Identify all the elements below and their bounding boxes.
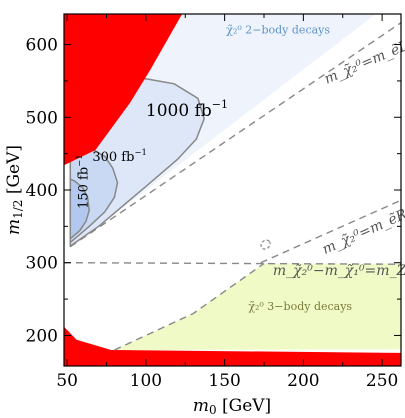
x-tick-label: 250 <box>366 371 398 391</box>
y-tick-label: 500 <box>26 108 58 128</box>
region-label-two-body: χ̃₂⁰ 2−body decays <box>226 24 330 37</box>
contour-label-1000: 1000 fb−1 <box>146 98 228 121</box>
line-selectron-left <box>69 22 401 248</box>
y-tick-label: 400 <box>26 181 58 201</box>
line-selectron-right-label: m_χ̃₂⁰=m_ẽR <box>320 206 405 258</box>
contour-150 <box>69 177 90 241</box>
region-three-body <box>114 263 401 350</box>
plot-area <box>64 14 401 366</box>
x-tick-label: 150 <box>208 371 240 391</box>
y-tick-label: 200 <box>26 326 58 346</box>
line-three-body-boundary <box>114 262 265 351</box>
line-selectron-right <box>260 199 401 264</box>
line-mz-threshold <box>64 262 401 265</box>
x-tick-label: 200 <box>287 371 319 391</box>
contour-label-300: 300 fb−1 <box>92 147 147 165</box>
x-tick-label: 100 <box>130 371 162 391</box>
y-tick-label: 300 <box>26 254 58 274</box>
x-axis-title: m0 [GeV] <box>193 396 271 417</box>
small-closed-contour <box>260 239 271 250</box>
lines-layer <box>64 22 401 351</box>
extras-layer <box>260 239 271 250</box>
region-label-three-body: χ̃₂⁰ 3−body decays <box>248 300 352 313</box>
excluded-layer <box>64 14 401 366</box>
contour-label-150: 150 fb−1 <box>74 154 92 209</box>
excluded-region-lower <box>64 326 401 366</box>
y-tick-label: 600 <box>26 36 58 56</box>
excluded-region-upper <box>64 14 183 166</box>
y-axis-title: m1/2 [GeV] <box>4 145 25 235</box>
line-mz-threshold-label: m_χ̃₂⁰−m_χ̃₁⁰=m_Z <box>273 263 405 279</box>
x-tick-label: 50 <box>56 371 78 391</box>
ticks-layer: 50 100 150 200 250 200 300 400 500 600 <box>26 14 401 391</box>
